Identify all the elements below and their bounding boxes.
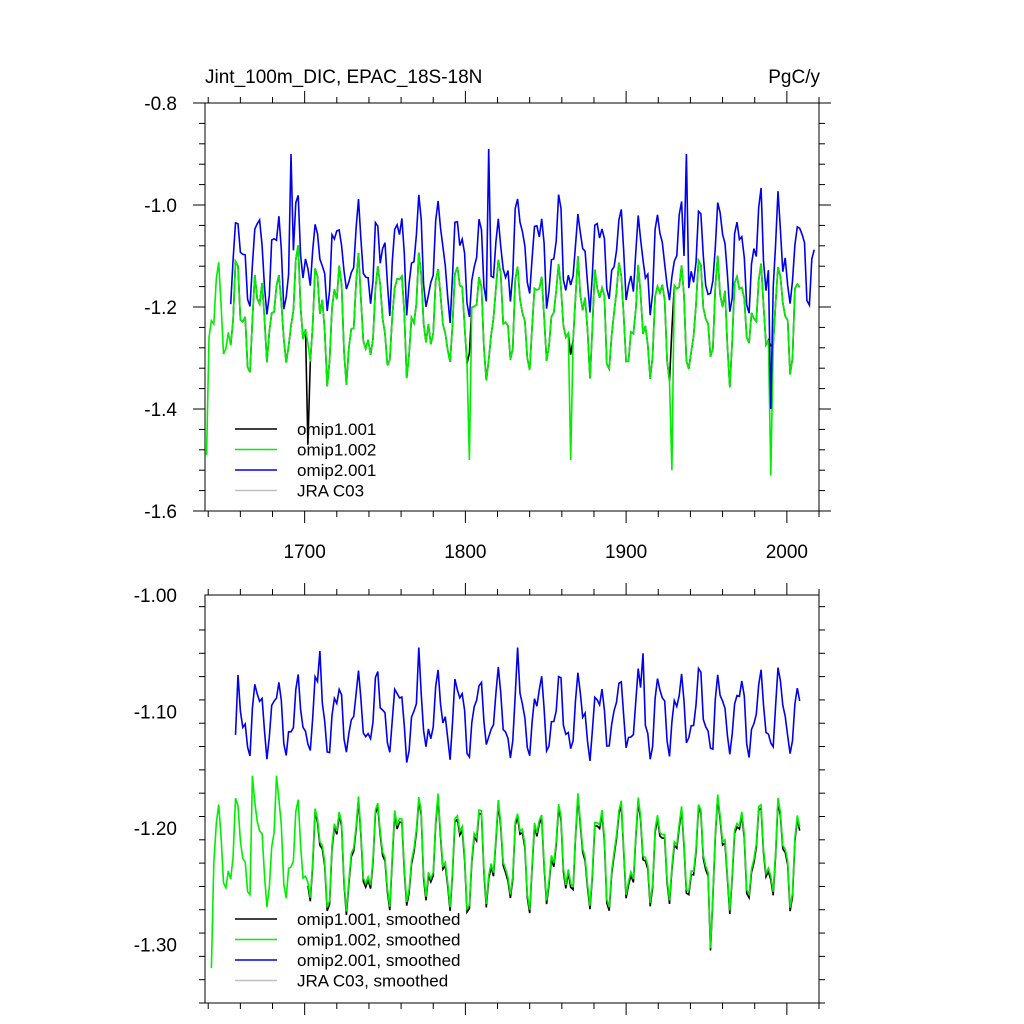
legend-label: omip1.001 xyxy=(297,420,376,439)
series-line-omip2-001 xyxy=(229,148,815,410)
y-tick-label: -1.20 xyxy=(134,819,177,840)
top-title: Jint_100m_DIC, EPAC_18S-18N xyxy=(205,67,482,88)
top-plot-area xyxy=(205,148,815,476)
y-tick-label: -1.0 xyxy=(144,196,177,217)
bottom-legend: omip1.001, smoothed omip1.002, smoothedom… xyxy=(235,910,461,991)
x-tick-label: 1700 xyxy=(284,542,326,563)
y-tick-label: -1.6 xyxy=(144,502,177,523)
series-line-omip1-002 xyxy=(210,775,801,969)
y-tick-label: -0.8 xyxy=(144,94,177,115)
x-tick-label: 2000 xyxy=(766,542,808,563)
bottom-axis-ticks: -1.30 -1.20 -1.10 -1.00 xyxy=(134,583,825,1015)
legend-label: JRA C03, smoothed xyxy=(297,972,448,991)
series-line-omip2-001 xyxy=(234,647,801,763)
bottom-plot-area xyxy=(210,647,801,969)
legend-label: omip2.001 xyxy=(297,461,376,480)
bottom-panel: -1.30 -1.20 -1.10 -1.00 omip1.001, smoothed… xyxy=(134,583,825,1015)
y-tick-label: -1.4 xyxy=(144,400,177,421)
legend-label: JRA C03 xyxy=(297,482,364,501)
y-tick-label: -1.00 xyxy=(134,586,177,607)
legend-label: omip1.002, smoothed xyxy=(297,931,461,950)
legend-label: omip2.001, smoothed xyxy=(297,951,461,970)
series-line-omip1-002 xyxy=(205,245,801,476)
bottom-plot-frame xyxy=(204,594,820,1004)
legend-label: omip1.002 xyxy=(297,441,376,460)
x-tick-label: 1900 xyxy=(605,542,647,563)
y-tick-label: -1.2 xyxy=(144,298,177,319)
top-axis-ticks: -1.6 -1.4 -1.2 -1.0 -0.8 1700 1800 1900 2000 xyxy=(144,91,831,563)
x-tick-label: 1800 xyxy=(444,542,486,563)
y-tick-label: -1.10 xyxy=(134,703,177,724)
top-panel: -1.6 -1.4 -1.2 -1.0 -0.8 1700 1800 1900 2000 Jin… xyxy=(144,67,831,563)
y-tick-label: -1.30 xyxy=(134,936,177,957)
top-units: PgC/y xyxy=(768,67,820,88)
legend-label: omip1.001, smoothed xyxy=(297,910,461,929)
